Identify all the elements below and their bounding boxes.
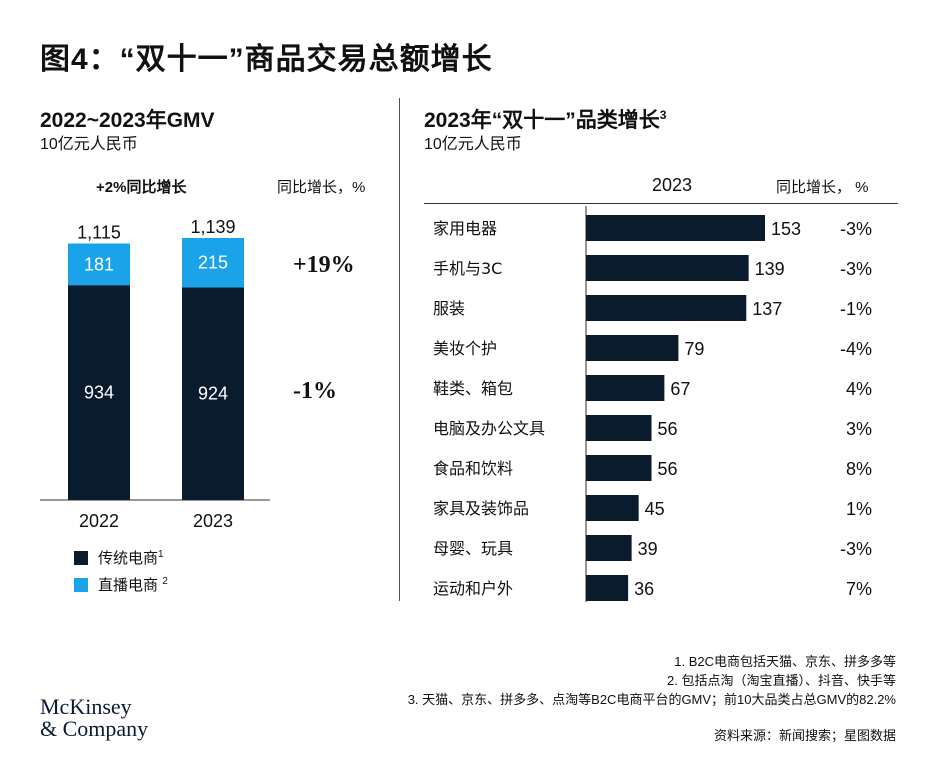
category-bar: [586, 295, 747, 321]
source-note: 资料来源：新闻搜索；星图数据: [713, 728, 896, 743]
legend-swatch-traditional: [74, 550, 88, 565]
growth-header: +2%同比增长: [96, 179, 187, 196]
category-label: 食品和饮料: [433, 459, 513, 478]
category-bar: [586, 495, 639, 521]
year-header: 2023: [652, 175, 693, 195]
section-divider: [399, 98, 400, 601]
category-value-label: 45: [645, 499, 665, 519]
category-bar: [586, 375, 665, 401]
right-chart-title-text: 2023年“双十一”品类增长: [424, 109, 660, 132]
left-chart-unit: 10亿元人民币: [40, 136, 138, 153]
bar-segment-label: 934: [84, 383, 114, 403]
page-title: 图4：“双十一”商品交易总额增长: [40, 43, 493, 76]
category-bar: [586, 575, 629, 601]
category-label: 运动和户外: [433, 579, 513, 598]
bar-segment-label: 924: [198, 384, 228, 404]
category-label: 母婴、玩具: [433, 539, 513, 558]
category-value-label: 137: [752, 299, 782, 319]
yoy-traditional-value: -1%: [293, 378, 337, 404]
category-label: 电脑及办公文具: [433, 419, 545, 438]
legend-item-traditional: 传统电商1: [74, 547, 164, 568]
bar-segment-label: 181: [84, 254, 114, 274]
category-value-label: 36: [634, 579, 654, 599]
category-bar: [586, 455, 652, 481]
category-value-label: 67: [670, 379, 690, 399]
category-yoy-label: -4%: [840, 339, 872, 359]
legend-sup-livestream: 2: [162, 576, 168, 587]
company-logo: McKinsey & Company: [40, 696, 148, 740]
category-value-label: 56: [658, 419, 678, 439]
category-value-label: 39: [638, 539, 658, 559]
category-yoy-label: 4%: [846, 379, 872, 399]
category-yoy-label: 1%: [846, 499, 872, 519]
x-tick-label: 2022: [79, 511, 119, 531]
legend-label-traditional: 传统电商: [98, 550, 159, 567]
category-label: 鞋类、箱包: [433, 379, 513, 398]
footnote-2: 2. 包括点淘（淘宝直播）、抖音、快手等: [667, 673, 896, 688]
legend-swatch-livestream: [74, 577, 88, 592]
yoy-livestream-value: +19%: [293, 252, 355, 278]
category-value-label: 139: [755, 259, 785, 279]
right-chart-unit: 10亿元人民币: [424, 136, 522, 153]
right-chart-title-sup: 3: [659, 108, 667, 122]
category-yoy-label: 7%: [846, 579, 872, 599]
category-value-label: 153: [771, 219, 801, 239]
category-yoy-label: -1%: [840, 299, 872, 319]
category-yoy-label: 8%: [846, 459, 872, 479]
category-yoy-label: -3%: [840, 539, 872, 559]
category-bar: [586, 535, 632, 561]
yoy-header-left: 同比增长，%: [277, 179, 366, 196]
legend-item-livestream: 直播电商 2: [74, 574, 168, 595]
category-label: 手机与3C: [433, 259, 502, 278]
category-label: 家具及装饰品: [433, 499, 529, 518]
category-yoy-label: -3%: [840, 219, 872, 239]
category-value-label: 56: [658, 459, 678, 479]
yoy-header-right: 同比增长， %: [776, 179, 869, 196]
category-bar: [586, 215, 765, 241]
footnote-3: 3. 天猫、京东、拼多多、点淘等B2C电商平台的GMV；前10大品类占总GMV的…: [407, 692, 896, 707]
legend-label-livestream: 直播电商: [98, 577, 159, 594]
category-yoy-label: -3%: [840, 259, 872, 279]
category-bar: [586, 415, 652, 441]
category-bar: [586, 255, 749, 281]
category-label: 家用电器: [433, 219, 497, 238]
bar-segment-livestream: [182, 238, 244, 288]
category-label: 服装: [433, 299, 465, 318]
legend-sup-traditional: 1: [158, 549, 164, 560]
left-chart-title: 2022~2023年GMV: [40, 109, 215, 132]
bar-total-label: 1,139: [190, 217, 235, 237]
logo-line-2: & Company: [40, 716, 149, 741]
bar-total-label: 1,115: [77, 223, 121, 243]
category-label: 美妆个护: [433, 339, 497, 358]
bar-segment-label: 215: [198, 253, 228, 273]
right-chart-title: 2023年“双十一”品类增长3: [424, 104, 666, 134]
logo-line-1: McKinsey: [40, 694, 132, 719]
bar-segment-livestream: [68, 243, 130, 286]
header-rule: [424, 203, 898, 204]
category-bar: [586, 335, 679, 361]
category-value-label: 79: [684, 339, 704, 359]
x-tick-label: 2023: [193, 511, 233, 531]
footnote-1: 1. B2C电商包括天猫、京东、拼多多等: [674, 654, 896, 669]
bar-segment-traditional: [68, 285, 130, 500]
bar-segment-traditional: [182, 287, 244, 500]
category-yoy-label: 3%: [846, 419, 872, 439]
